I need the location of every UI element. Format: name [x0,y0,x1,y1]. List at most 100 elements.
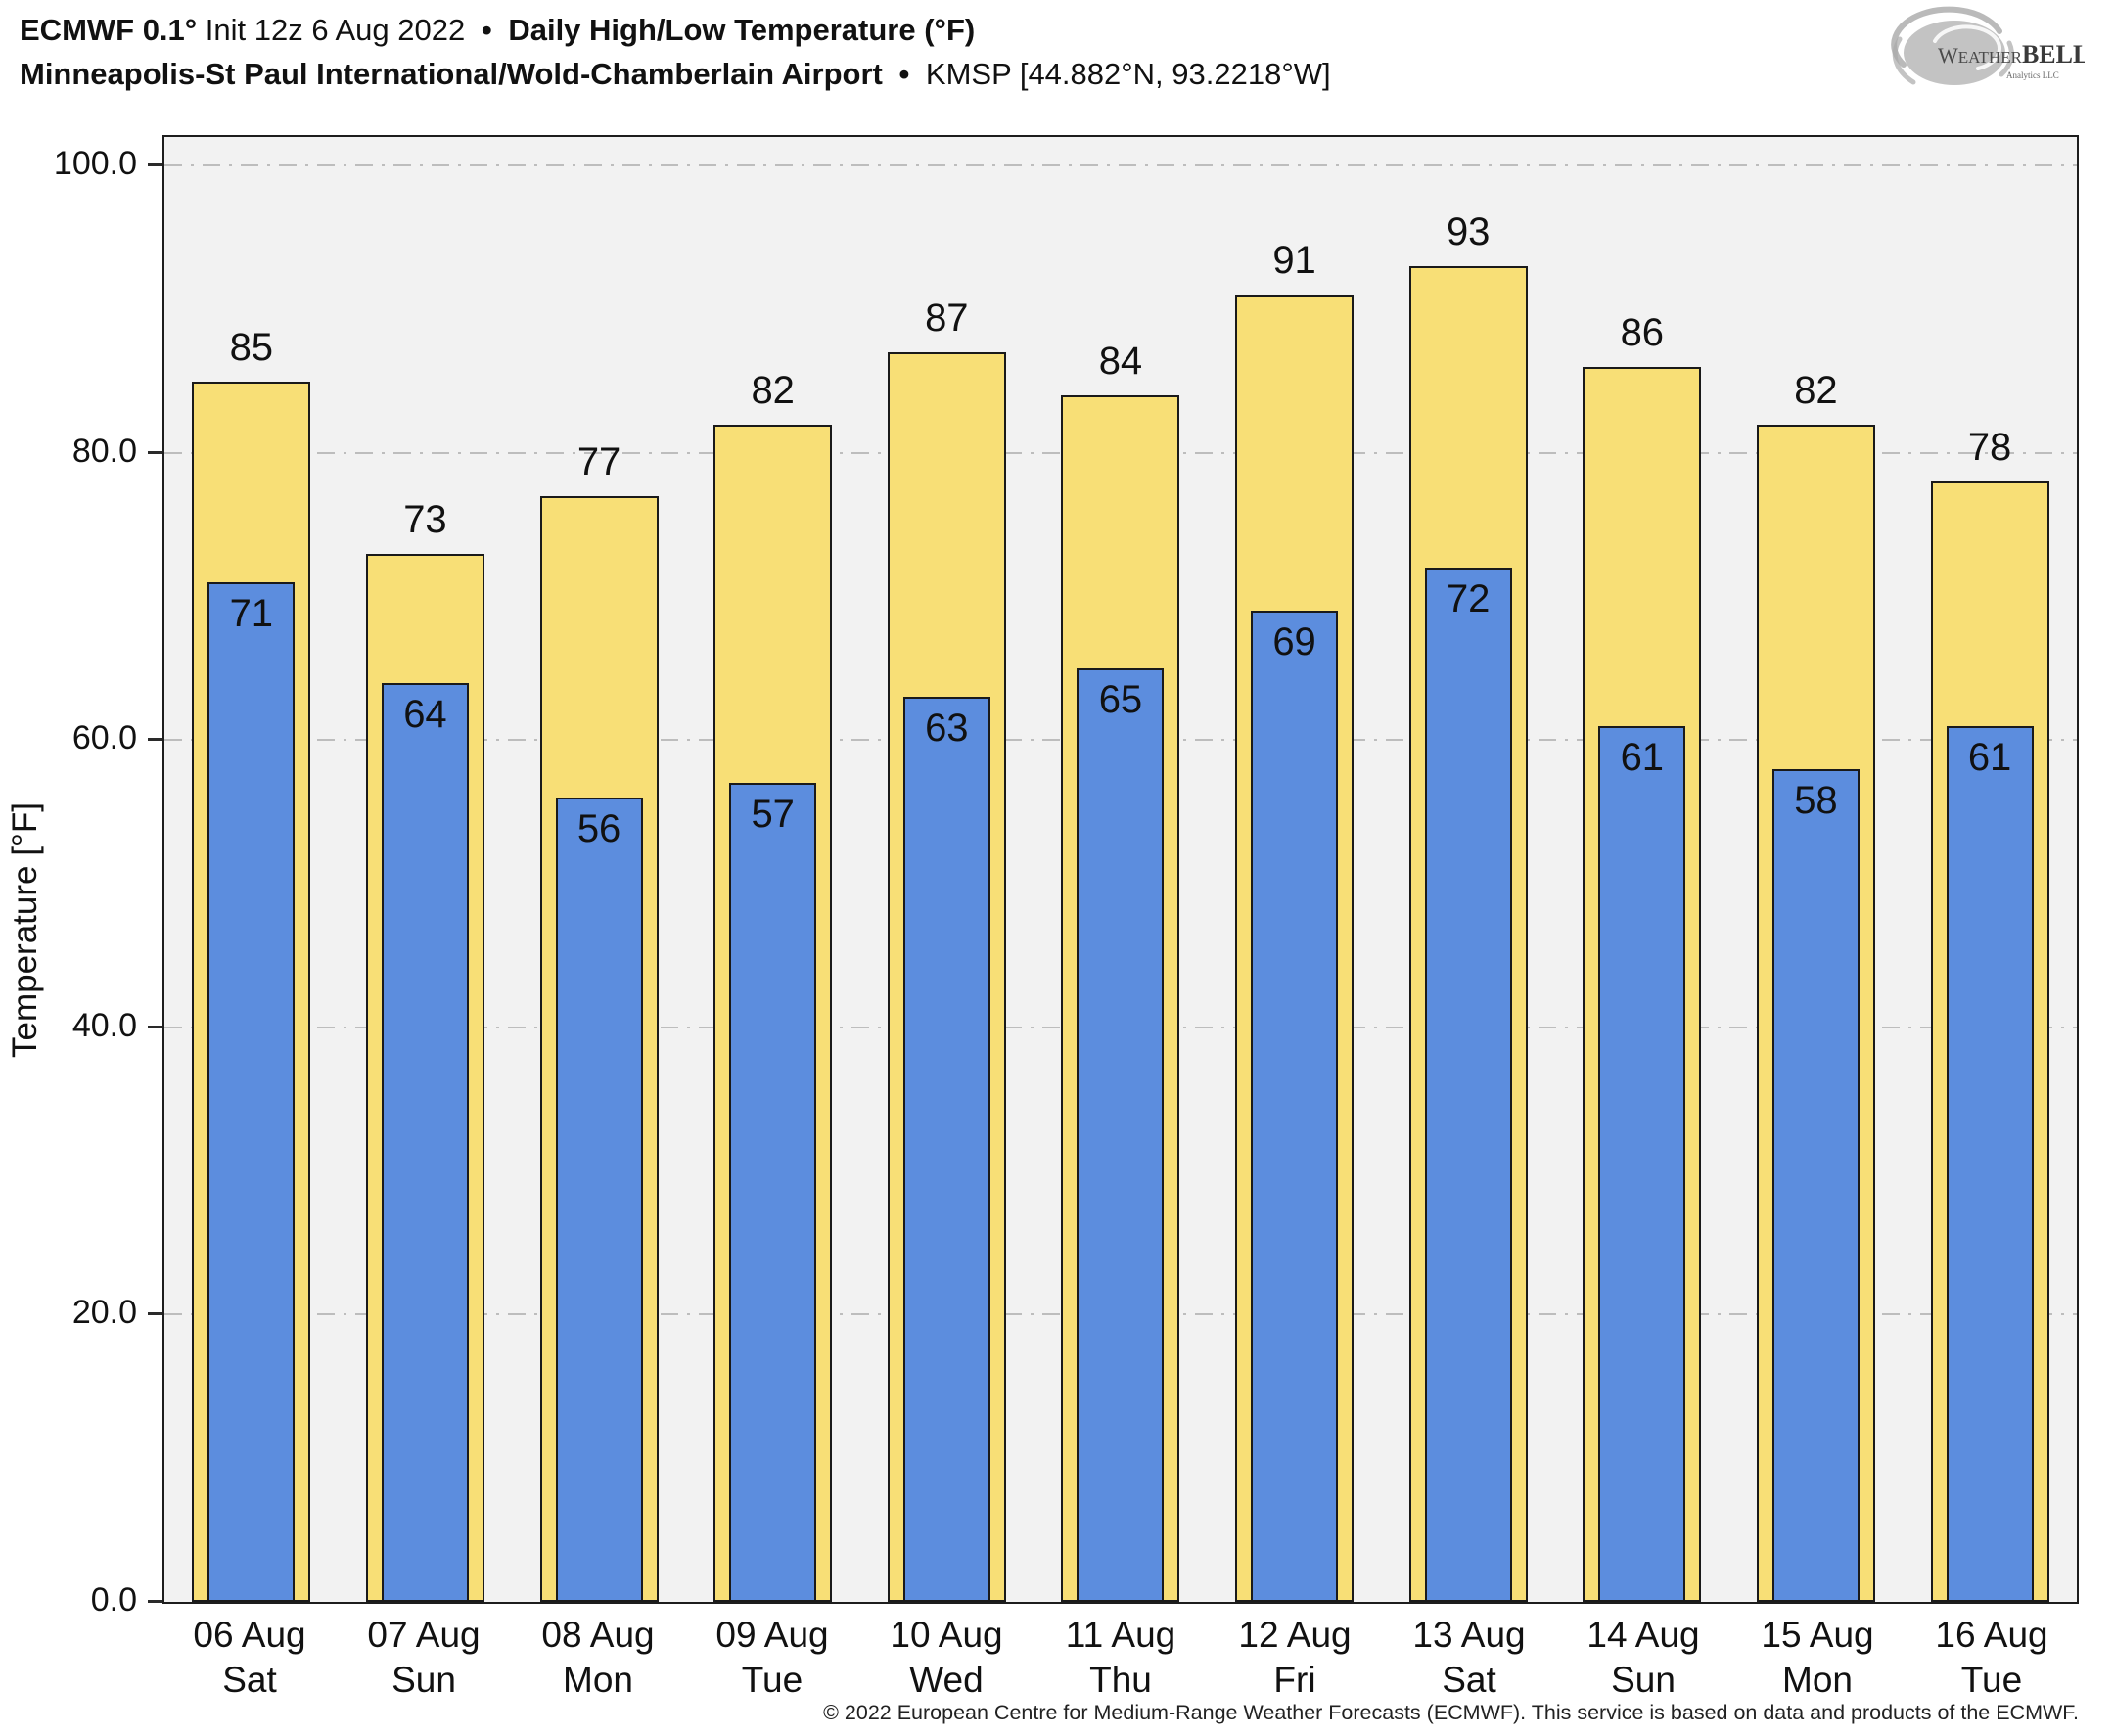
high-value-label: 87 [925,297,969,341]
x-label-date: 06 Aug [193,1615,306,1655]
x-axis-label-12-aug: 12 Aug Fri [1208,1613,1382,1703]
copyright-text: © 2022 European Centre for Medium-Range … [823,1701,2079,1724]
y-tick-label-60: 60.0 [71,719,137,757]
low-value-label: 61 [1967,735,2012,779]
x-axis-label-06-aug: 06 Aug Sat [162,1613,337,1703]
chart-header: ECMWF 0.1° Init 12z 6 Aug 2022 • Daily H… [20,8,1331,96]
high-value-label: 93 [1446,210,1491,254]
y-tick-label-0: 0.0 [90,1581,137,1619]
high-value-label: 84 [1098,340,1143,384]
low-value-label: 61 [1620,735,1665,779]
bar-group-08-aug: 77 56 [539,137,659,1602]
subtitle-bullet-icon: • [898,57,910,91]
x-label-date: 11 Aug [1065,1615,1176,1655]
low-temp-bar: 72 [1424,568,1512,1602]
low-value-label: 57 [751,793,795,837]
low-temp-bar: 69 [1251,611,1339,1602]
x-label-weekday: Mon [563,1660,633,1700]
high-value-label: 73 [403,497,447,541]
y-tick-label-80: 80.0 [71,432,137,470]
logo-text-weather: WEATHERBELL [1938,40,2085,69]
x-label-weekday: Fri [1273,1660,1316,1700]
low-temp-bar: 63 [902,697,990,1602]
bar-series-container: 85 71 73 64 77 56 82 57 87 63 84 65 91 69 93 72 86 61 82 58… [164,137,2077,1602]
plot-area: 85 71 73 64 77 56 82 57 87 63 84 65 91 69 93 72 86 61 82 58… [162,135,2079,1604]
low-temp-bar: 65 [1077,668,1165,1602]
low-temp-bar: 64 [381,682,469,1602]
bar-group-13-aug: 93 72 [1408,137,1528,1602]
low-temp-bar: 61 [1598,725,1686,1602]
y-tick-label-20: 20.0 [71,1294,137,1332]
x-label-weekday: Sun [391,1660,456,1700]
station-name: Minneapolis-St Paul International/Wold-C… [20,57,892,91]
low-value-label: 56 [576,807,621,851]
high-value-label: 85 [229,325,274,369]
high-value-label: 77 [576,439,621,483]
y-tick-mark-40 [148,1025,162,1028]
x-axis-label-16-aug: 16 Aug Tue [1905,1613,2079,1703]
low-value-label: 64 [403,692,447,736]
low-temp-bar: 71 [207,581,296,1602]
x-label-weekday: Sat [1442,1660,1496,1700]
title-bullet-icon: • [481,13,492,47]
low-value-label: 63 [925,707,969,751]
x-axis-label-15-aug: 15 Aug Mon [1730,1613,1905,1703]
bar-group-09-aug: 82 57 [713,137,833,1602]
y-tick-mark-80 [148,450,162,454]
bar-group-16-aug: 78 61 [1930,137,2049,1602]
x-label-date: 13 Aug [1412,1615,1526,1655]
logo-text-analytics: Analytics LLC [2006,70,2059,80]
gridline-100 [164,164,2077,167]
y-tick-mark-100 [148,163,162,167]
title-model: ECMWF 0.1° [20,13,198,47]
x-label-date: 14 Aug [1586,1615,1700,1655]
y-tick-mark-0 [148,1600,162,1603]
low-value-label: 65 [1098,678,1143,722]
high-value-label: 86 [1620,310,1665,354]
low-temp-bar: 56 [555,798,643,1602]
low-temp-bar: 61 [1946,725,2034,1602]
x-label-weekday: Tue [741,1660,804,1700]
title-line-1: ECMWF 0.1° Init 12z 6 Aug 2022 • Daily H… [20,8,1331,52]
x-axis-label-14-aug: 14 Aug Sun [1556,1613,1730,1703]
low-temp-bar: 58 [1771,768,1860,1602]
bar-group-15-aug: 82 58 [1756,137,1875,1602]
y-tick-mark-60 [148,738,162,742]
y-tick-label-100: 100.0 [53,145,137,183]
high-value-label: 78 [1967,426,2012,470]
x-label-weekday: Mon [1782,1660,1853,1700]
bar-group-07-aug: 73 64 [365,137,484,1602]
x-label-date: 09 Aug [715,1615,829,1655]
low-value-label: 58 [1794,778,1838,822]
low-value-label: 71 [229,591,274,635]
low-value-label: 72 [1446,577,1491,621]
low-value-label: 69 [1272,620,1316,664]
x-axis-labels: 06 Aug Sat 07 Aug Sun 08 Aug Mon 09 Aug Tue 10 A… [162,1613,2079,1703]
title-line-2: Minneapolis-St Paul International/Wold-C… [20,52,1331,96]
x-label-date: 10 Aug [890,1615,1003,1655]
x-axis-label-13-aug: 13 Aug Sat [1382,1613,1556,1703]
x-axis-label-07-aug: 07 Aug Sun [337,1613,511,1703]
x-axis-label-10-aug: 10 Aug Wed [859,1613,1034,1703]
bar-group-12-aug: 91 69 [1235,137,1355,1602]
low-temp-bar: 57 [729,783,817,1602]
title-variable: Daily High/Low Temperature (°F) [499,13,976,47]
x-label-date: 07 Aug [367,1615,481,1655]
high-value-label: 82 [751,368,795,412]
high-value-label: 91 [1272,239,1316,283]
x-label-weekday: Sat [222,1660,277,1700]
station-code-coords: KMSP [44.882°N, 93.2218°W] [917,57,1331,91]
hurricane-spiral-icon: WEATHERBELL Analytics LLC [1891,6,2090,85]
x-label-date: 12 Aug [1238,1615,1352,1655]
x-label-weekday: Wed [909,1660,984,1700]
x-label-weekday: Thu [1089,1660,1152,1700]
x-label-date: 08 Aug [541,1615,655,1655]
y-tick-mark-20 [148,1312,162,1316]
y-tick-label-40: 40.0 [71,1006,137,1044]
x-axis-label-11-aug: 11 Aug Thu [1034,1613,1208,1703]
x-label-date: 16 Aug [1935,1615,2048,1655]
x-axis-label-08-aug: 08 Aug Mon [511,1613,685,1703]
title-init: Init 12z 6 Aug 2022 [197,13,474,47]
x-label-date: 15 Aug [1761,1615,1874,1655]
